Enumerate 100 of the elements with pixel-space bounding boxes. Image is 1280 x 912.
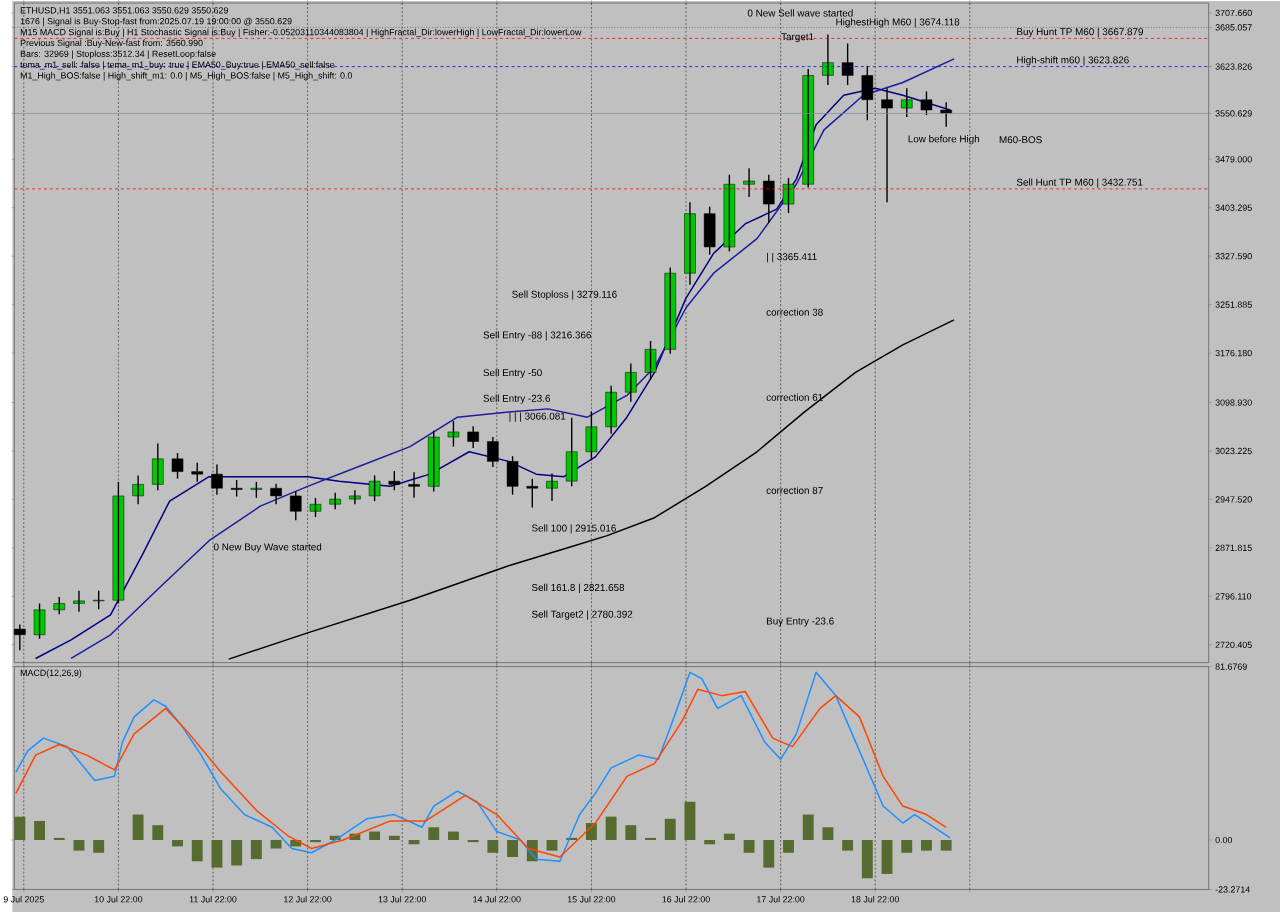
- annotation: | | | 3066.081: [509, 412, 566, 422]
- bar: [14, 816, 26, 840]
- annotation: Target1: [781, 33, 814, 43]
- bar: [861, 839, 873, 879]
- candlestick: [506, 455, 519, 496]
- candlestick: [290, 490, 302, 521]
- bar: [73, 839, 85, 851]
- bar: [743, 839, 755, 853]
- bar: [822, 827, 834, 840]
- y-tick-label: 3176.180: [1215, 349, 1252, 357]
- x-tick-label: 17 Jul 22:00: [757, 895, 805, 903]
- candlestick: [191, 461, 203, 483]
- candlestick: [270, 482, 282, 505]
- candlestick: [723, 173, 736, 253]
- bar: [684, 801, 696, 840]
- bar: [231, 839, 243, 866]
- candlestick: [152, 442, 164, 491]
- bar: [172, 839, 183, 847]
- bar: [664, 818, 676, 840]
- bar: [53, 837, 65, 840]
- candlestick: [132, 474, 144, 505]
- candlestick: [171, 452, 184, 480]
- candlestick: [940, 101, 952, 128]
- annotation: Sell Entry -50: [483, 368, 542, 378]
- x-tick-label: 11 Jul 22:00: [189, 895, 237, 903]
- x-tick-label: 18 Jul 22:00: [851, 895, 900, 903]
- annotation: Sell 100 | 2915.016: [531, 524, 616, 534]
- candlestick: [920, 90, 933, 116]
- y-tick-label: 3327.590: [1215, 252, 1252, 260]
- ref-line-label: High-shift m60 | 3623.826: [1017, 56, 1129, 66]
- candlestick: [664, 266, 677, 355]
- x-tick-label: 13 Jul 22:00: [378, 895, 427, 903]
- x-tick-label: 12 Jul 22:00: [284, 895, 332, 903]
- bar: [881, 839, 893, 874]
- bar: [605, 816, 617, 840]
- candlestick: [526, 477, 539, 509]
- annotation: Buy Entry -23.6: [766, 617, 834, 627]
- y-tick-label: 3251.885: [1215, 301, 1252, 308]
- candlestick: [763, 173, 775, 224]
- bar: [901, 839, 913, 853]
- y-tick-label: 81.6769: [1215, 663, 1247, 670]
- bar: [645, 837, 656, 840]
- annotation: Sell Stoploss | 3279.116: [512, 290, 617, 300]
- candlestick: [565, 417, 578, 487]
- annotation: Bars: 32969 | Stoploss:3512.34 | ResetLoop:false: [20, 50, 216, 59]
- bar: [369, 831, 381, 840]
- candlestick: [644, 340, 657, 381]
- candlestick: [841, 42, 854, 86]
- bar: [487, 839, 499, 853]
- candlestick: [408, 471, 420, 499]
- chart-title: ETHUSD,H1 3551.063 3551.063 3550.629 3550.629: [20, 7, 228, 15]
- candlestick: [900, 87, 913, 118]
- y-tick-label: 3023.225: [1215, 447, 1252, 455]
- ref-line-label: Sell Hunt TP M60 | 3432.751: [1016, 178, 1143, 188]
- annotation: Sell Entry -23.6: [483, 394, 551, 404]
- candlestick: [329, 491, 341, 510]
- candlestick: [427, 429, 440, 493]
- bar: [921, 839, 932, 851]
- y-tick-label: 3685.057: [1215, 24, 1252, 31]
- candlestick: [487, 436, 499, 468]
- annotation: M15 MACD Signal is:Buy | H1 Stochastic Signal is:Buy | Fisher:-0.05203110344083804 | HighFractal_Dir:lowerHigh | LowFractal_Dir:lowerLow: [20, 28, 582, 37]
- annotation: M1_High_BOS:false | High_shift_m1: 0.0 | M5_High_BOS:false | M5_High_shift: 0.0: [20, 71, 353, 81]
- bar: [250, 839, 262, 860]
- candlestick: [33, 602, 46, 640]
- annotation: tema_m1_sell: false | tema_m1_buy: true | EMA50_Buy:true | EMA50_sell:false: [20, 61, 335, 70]
- bar: [191, 839, 203, 862]
- y-tick-label: 3098.930: [1215, 399, 1252, 406]
- y-tick-label: 2947.520: [1215, 496, 1252, 503]
- bar: [270, 839, 282, 849]
- chart-title: MACD(12,26,9): [20, 669, 82, 678]
- bar: [723, 833, 735, 840]
- annotation: | | 3365.411: [767, 252, 817, 263]
- bar: [132, 814, 144, 840]
- bar: [448, 831, 459, 840]
- annotation: 1676 | Signal is Buy-Stop-fast from:2025.07.19 19:00:00 @ 3550.629: [20, 17, 292, 27]
- bar: [625, 825, 637, 840]
- bar: [34, 820, 45, 840]
- bar: [802, 814, 814, 840]
- candlestick: [546, 472, 558, 502]
- bar: [546, 839, 558, 851]
- y-tick-label: 3479.000: [1215, 156, 1252, 163]
- ref-line-label: Buy Hunt TP M60 | 3667.879: [1017, 27, 1143, 38]
- y-tick-label: 2871.815: [1215, 544, 1252, 551]
- candlestick: [112, 481, 125, 605]
- candlestick: [743, 167, 755, 198]
- x-tick-label: 10 Jul 22:00: [94, 895, 143, 903]
- annotation: 0 New Sell wave started: [747, 9, 853, 17]
- y-tick-label: 3707.660: [1215, 9, 1252, 16]
- y-tick-label: 3550.629: [1215, 110, 1252, 117]
- annotation: M60-BOS: [999, 136, 1042, 144]
- candlestick: [585, 410, 598, 461]
- candlestick: [782, 177, 795, 214]
- candlestick: [309, 497, 322, 518]
- annotation: Sell Entry -88 | 3216.366: [483, 331, 591, 341]
- y-tick-label: 3623.826: [1215, 63, 1252, 70]
- annotation: Previous Signal :Buy-New-fast from: 3560.990: [20, 39, 203, 48]
- bar: [842, 839, 854, 851]
- annotation: correction 38: [766, 308, 823, 316]
- annotation: correction 87: [766, 486, 823, 494]
- candlestick: [861, 65, 874, 121]
